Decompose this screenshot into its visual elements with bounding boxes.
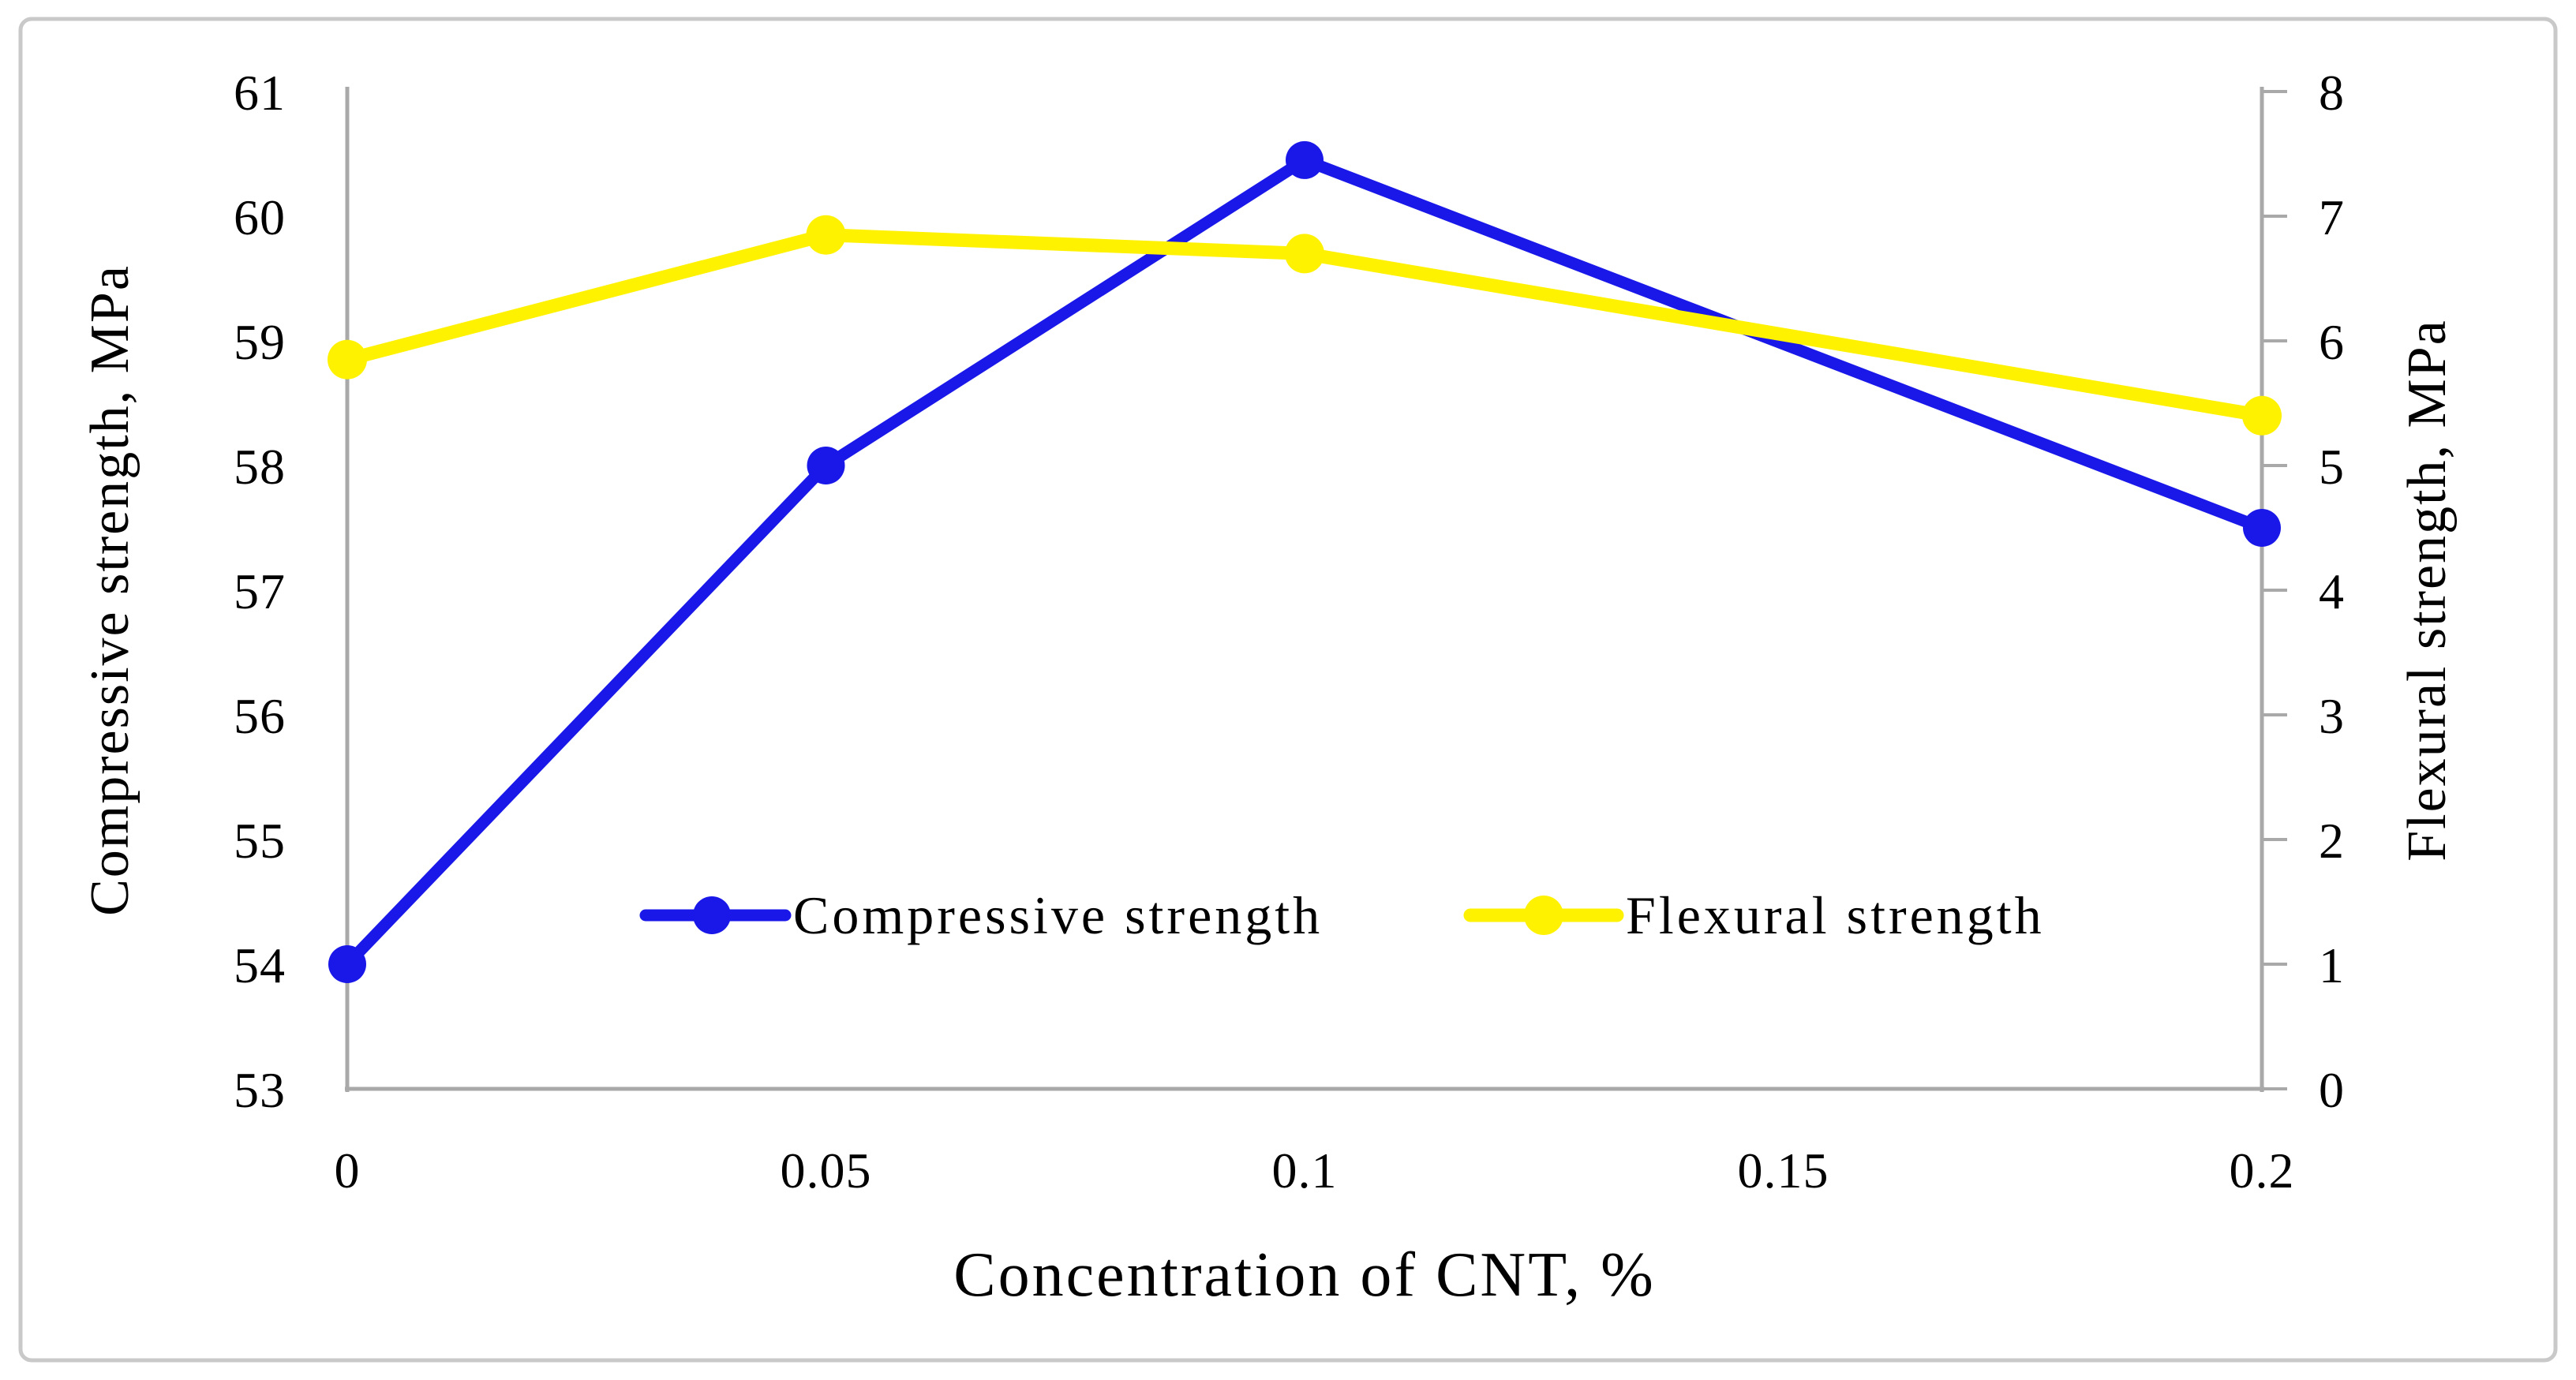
left-axis-tick-label: 56 <box>234 688 286 744</box>
right-axis-tick-label: 3 <box>2319 688 2345 744</box>
right-axis-tick-label: 6 <box>2319 314 2345 370</box>
axes-group <box>345 87 2287 1092</box>
data-point-marker-compressive <box>2243 509 2281 547</box>
left-axis-tick-label: 59 <box>234 314 286 370</box>
data-series-group <box>328 140 2282 983</box>
legend-marker-swatch <box>693 896 731 934</box>
legend-item-compressive-strength: Compressive strength <box>639 885 1323 945</box>
legend-item-flexural-strength: Flexural strength <box>1463 885 2045 945</box>
right-axis-tick-label: 0 <box>2319 1062 2345 1118</box>
left-axis-tick-label: 60 <box>234 189 286 245</box>
x-axis-tick-label: 0.1 <box>1272 1143 1338 1199</box>
data-point-marker-compressive <box>807 447 845 484</box>
series-line-flexural <box>340 228 2269 423</box>
right-axis-tick-label: 8 <box>2319 65 2345 121</box>
left-axis-tick-label: 53 <box>234 1062 286 1118</box>
data-point-marker-flexural <box>328 339 367 380</box>
right-axis-tick-label: 5 <box>2319 439 2345 495</box>
right-axis-tick-label: 7 <box>2319 189 2345 245</box>
data-point-marker-flexural <box>2242 395 2282 436</box>
left-axis-tick-label: 58 <box>234 439 286 495</box>
x-axis-tick-label: 0.05 <box>781 1143 872 1199</box>
right-axis-title: Flexural strength, MPa <box>2397 319 2458 862</box>
right-axis-tick-label: 1 <box>2319 937 2345 993</box>
data-point-marker-flexural <box>806 215 846 255</box>
legend-label: Compressive strength <box>793 885 1323 945</box>
left-axis-title: Compressive strength, MPa <box>80 264 140 916</box>
x-axis-tick-label: 0.15 <box>1738 1143 1829 1199</box>
legend-group: Compressive strength Flexural strength <box>639 885 2045 945</box>
legend-marker-swatch <box>1524 896 1563 935</box>
data-point-marker-flexural <box>1285 234 1324 274</box>
left-axis-tick-label: 61 <box>234 65 286 121</box>
left-axis-tick-label: 57 <box>234 563 286 619</box>
x-axis-tick-label: 0 <box>335 1143 361 1199</box>
right-axis-tick-label: 4 <box>2319 563 2345 619</box>
series-line-compressive <box>341 154 2268 970</box>
data-point-marker-compressive <box>1286 140 1324 179</box>
legend-label: Flexural strength <box>1626 885 2045 945</box>
x-axis-tick-label: 0.2 <box>2230 1143 2295 1199</box>
right-axis-tick-label: 2 <box>2319 813 2345 869</box>
data-point-marker-compressive <box>328 945 366 983</box>
left-axis-tick-label: 55 <box>234 813 286 869</box>
x-axis-title: Concentration of CNT, % <box>953 1240 1656 1310</box>
left-axis-tick-label: 54 <box>234 937 286 993</box>
